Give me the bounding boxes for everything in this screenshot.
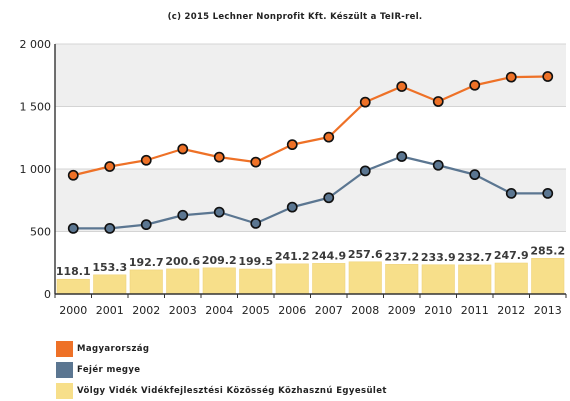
x-tick-label: 2002	[132, 304, 160, 317]
series-point	[250, 217, 262, 229]
bar	[531, 258, 565, 295]
bar	[239, 268, 273, 295]
x-tick-label: 2001	[96, 304, 124, 317]
series-point	[359, 165, 371, 177]
bar-data-label: 232.7	[457, 251, 492, 264]
bar-data-label: 118.1	[56, 265, 91, 278]
bar-data-labels: 118.1 153.3 192.7 200.6 209.2 199.5 241.2 244.9…	[56, 244, 565, 278]
series-point	[542, 187, 554, 199]
series-point	[67, 222, 79, 234]
bar-data-label: 241.2	[275, 250, 310, 263]
x-tick-label: 2007	[315, 304, 343, 317]
series-line	[72, 75, 548, 177]
bar	[312, 263, 346, 295]
x-tick-label: 2006	[278, 304, 306, 317]
y-tick-label: 1 500	[20, 101, 52, 114]
series-line	[73, 155, 548, 230]
chart-title: (c) 2015 Lechner Nonprofit Kft. Készült …	[168, 11, 423, 22]
series-point	[432, 159, 444, 171]
bar-data-label: 153.3	[92, 261, 127, 274]
series-point	[323, 131, 335, 143]
bar	[494, 262, 528, 295]
x-tick-label: 2000	[59, 304, 87, 317]
series-point	[505, 187, 517, 199]
bar-data-label: 200.6	[165, 255, 200, 268]
series-point	[213, 151, 225, 163]
series-point	[359, 96, 371, 108]
x-tick-label: 2011	[461, 304, 489, 317]
series-point	[140, 219, 152, 231]
y-tick-label: 1 000	[20, 163, 52, 176]
series-point	[469, 79, 481, 91]
bar-data-label: 247.9	[494, 249, 529, 262]
x-tick-label: 2010	[424, 304, 452, 317]
x-tick-label: 2013	[534, 304, 562, 317]
series-point	[140, 154, 152, 166]
legend-label-volgy-videk: Völgy Vidék Vidékfejlesztési Közösség Kö…	[77, 385, 387, 396]
background-bands	[55, 44, 566, 232]
bar-data-label: 257.6	[348, 248, 383, 261]
x-tick-label: 2004	[205, 304, 233, 317]
series-point	[505, 71, 517, 83]
bar	[458, 264, 492, 295]
x-tick-label: 2005	[242, 304, 270, 317]
bar-series	[56, 258, 565, 295]
legend-label-fejer-megye: Fejér megye	[77, 364, 141, 375]
grid-lines	[55, 43, 566, 232]
bar	[421, 264, 455, 295]
legend-swatch-fejer-megye	[56, 361, 73, 378]
bar	[385, 264, 419, 295]
bar	[166, 268, 200, 295]
bar-data-label: 209.2	[202, 254, 237, 267]
series-point	[104, 161, 116, 172]
series-point	[104, 222, 116, 234]
series-point	[396, 151, 408, 162]
x-tick-labels: 2000 2001 2002 2003 2004 2005 2006 2007 2008 2009…	[59, 304, 562, 317]
bar-data-label: 237.2	[384, 250, 419, 263]
bar-data-label: 192.7	[129, 256, 164, 269]
series-point	[396, 81, 408, 92]
y-tick-label: 500	[30, 226, 51, 239]
bar	[56, 278, 90, 295]
y-tick-label: 0	[44, 288, 51, 301]
legend-item-volgy-videk: Völgy Vidék Vidékfejlesztési Közösség Kö…	[56, 380, 387, 401]
bar	[129, 269, 163, 295]
legend-swatch-volgy-videk	[56, 382, 73, 399]
legend-item-magyarorszag: Magyarország	[56, 338, 387, 359]
series-point	[213, 206, 225, 218]
series-point	[286, 139, 298, 151]
series-point	[323, 192, 335, 204]
series-point	[177, 143, 189, 155]
series-point	[177, 209, 189, 221]
bar	[348, 261, 382, 295]
series-point	[286, 201, 298, 213]
background-band	[55, 44, 566, 107]
background-band	[55, 169, 566, 232]
x-tick-label: 2009	[388, 304, 416, 317]
line-series	[67, 71, 554, 234]
y-tick-labels: 0 500 1 000 1 500 2 000	[20, 38, 52, 301]
bar	[202, 267, 236, 295]
legend: Magyarország Fejér megye Völgy Vidék Vid…	[56, 338, 387, 401]
axes	[54, 44, 567, 298]
bar-data-label: 199.5	[238, 255, 273, 268]
x-tick-label: 2012	[497, 304, 525, 317]
bar-data-label: 285.2	[530, 244, 565, 257]
x-tick-label: 2008	[351, 304, 379, 317]
series-point	[542, 71, 554, 82]
legend-label-magyarorszag: Magyarország	[77, 343, 150, 354]
series-point	[469, 169, 481, 181]
bar	[275, 263, 309, 295]
bar-data-label: 233.9	[421, 251, 456, 264]
series-point	[67, 169, 79, 181]
bar	[93, 274, 127, 295]
y-tick-label: 2 000	[20, 38, 52, 51]
bar-data-label: 244.9	[311, 249, 346, 262]
legend-swatch-magyarorszag	[56, 340, 73, 357]
legend-item-fejer-megye: Fejér megye	[56, 359, 387, 380]
series-point	[432, 96, 444, 107]
series-point	[250, 156, 262, 168]
x-tick-label: 2003	[169, 304, 197, 317]
